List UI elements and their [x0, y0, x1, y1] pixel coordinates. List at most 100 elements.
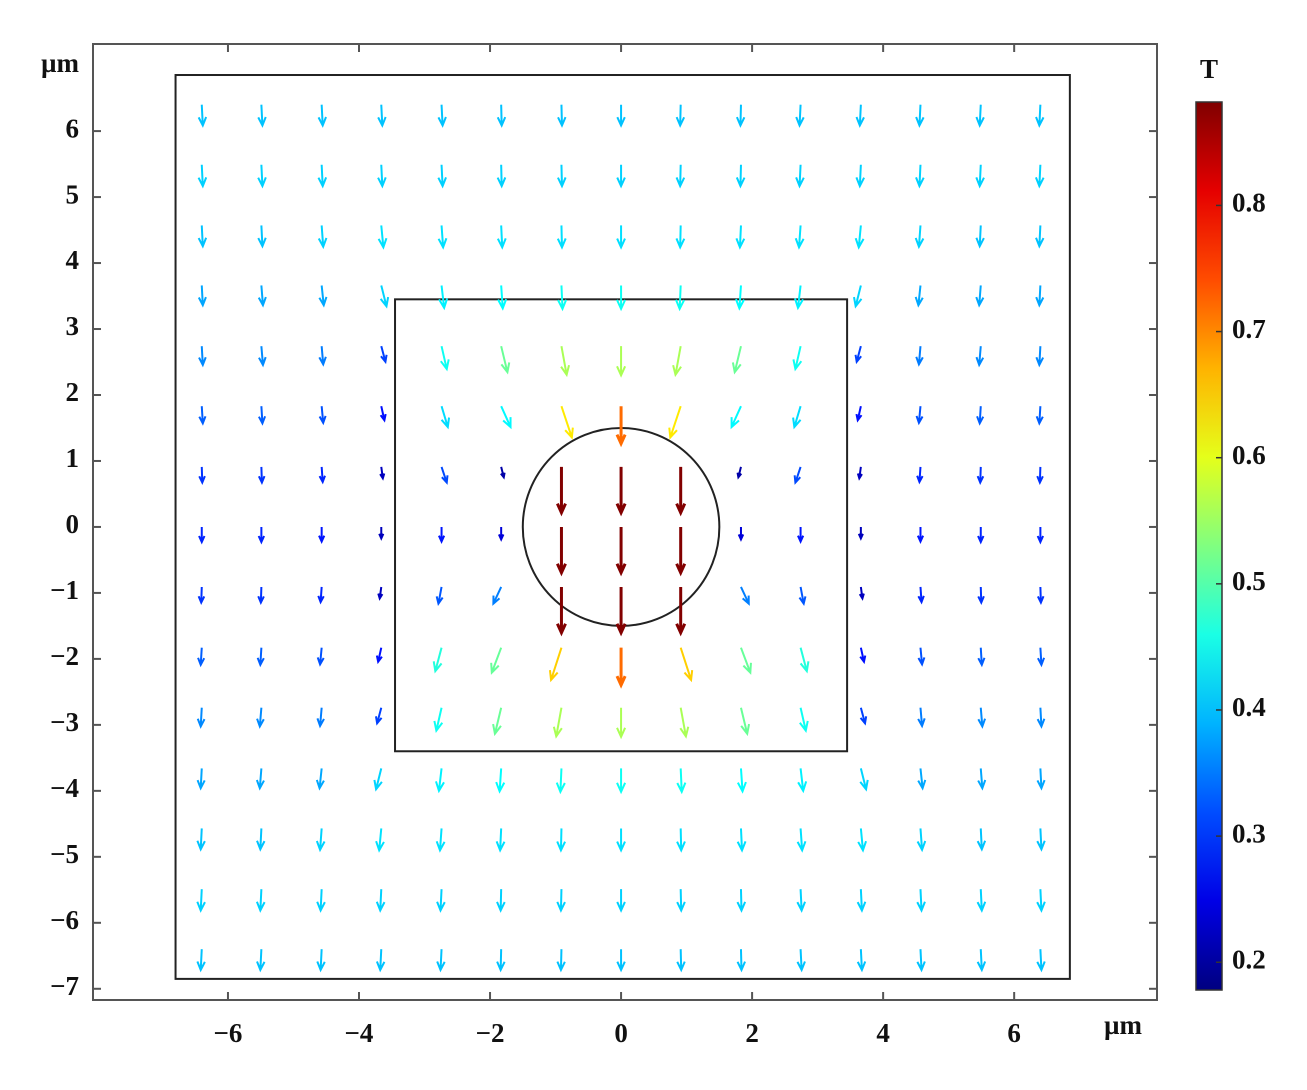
field-arrow	[375, 889, 386, 913]
field-arrow	[256, 949, 266, 973]
field-arrow	[1036, 707, 1046, 729]
field-arrow	[616, 768, 627, 795]
field-arrow	[196, 828, 206, 852]
field-arrow	[257, 466, 266, 485]
field-arrow	[380, 345, 388, 365]
field-arrow	[495, 828, 506, 853]
field-arrow	[799, 707, 809, 733]
field-arrow	[736, 949, 746, 973]
field-arrow	[435, 828, 446, 853]
field-arrow	[257, 526, 266, 545]
field-arrow	[1035, 406, 1044, 426]
field-arrow	[1035, 104, 1045, 128]
field-arrow	[317, 586, 325, 605]
field-arrow	[256, 707, 265, 729]
field-arrow	[679, 707, 690, 739]
y-tick-label: −5	[50, 839, 79, 869]
field-arrow	[916, 526, 925, 544]
field-arrow	[916, 949, 926, 973]
field-arrow	[375, 647, 383, 665]
x-tick-label: −2	[476, 1018, 505, 1048]
field-arrow	[736, 828, 747, 853]
field-arrow	[1036, 526, 1045, 545]
field-arrow	[917, 768, 927, 791]
field-arrow	[1036, 768, 1046, 791]
field-arrow	[917, 707, 926, 729]
field-arrow	[737, 526, 745, 542]
field-arrow	[975, 104, 985, 128]
field-arrow	[615, 466, 627, 517]
field-arrow	[855, 164, 865, 189]
y-tick-label: 5	[66, 179, 80, 209]
colorbar	[1195, 101, 1223, 991]
field-arrow	[977, 526, 985, 545]
field-arrow	[197, 285, 207, 308]
field-arrow	[498, 526, 505, 542]
field-arrow	[615, 526, 627, 577]
y-tick-label: 4	[66, 245, 80, 275]
field-arrow	[500, 405, 512, 430]
field-arrow	[257, 285, 267, 308]
field-arrow	[798, 586, 807, 607]
field-arrow	[375, 828, 385, 853]
field-arrow	[616, 828, 626, 853]
field-arrow	[672, 345, 682, 378]
field-arrow	[615, 586, 627, 637]
field-arrow	[316, 949, 326, 973]
x-tick-label: 2	[745, 1018, 759, 1048]
field-arrow	[378, 526, 385, 541]
field-arrow	[197, 164, 208, 189]
field-arrow	[556, 828, 566, 853]
field-arrow	[915, 104, 925, 128]
field-arrow	[315, 768, 325, 791]
field-arrow	[977, 707, 987, 729]
colorbar-tick-label: 0.5	[1232, 566, 1266, 596]
field-arrow	[976, 949, 987, 973]
field-arrow	[916, 889, 926, 913]
field-arrow	[915, 164, 925, 189]
field-arrow	[796, 828, 807, 853]
field-arrow	[317, 104, 327, 128]
field-arrow	[739, 707, 751, 737]
field-arrow	[317, 164, 328, 189]
field-arrow	[977, 647, 986, 668]
field-arrow	[616, 346, 627, 378]
field-arrow	[853, 285, 863, 309]
field-arrow	[373, 768, 383, 792]
field-arrow	[495, 768, 506, 794]
colorbar-tick-label: 0.6	[1232, 440, 1266, 470]
y-tick-label: −3	[50, 707, 79, 737]
colorbar-tick-label: 0.8	[1232, 188, 1266, 218]
field-arrow	[318, 285, 328, 308]
field-arrow	[496, 104, 507, 128]
field-arrow	[792, 345, 803, 372]
field-arrow	[855, 104, 865, 128]
field-arrow	[555, 768, 566, 795]
field-arrow	[196, 949, 206, 973]
field-arrow	[740, 586, 750, 606]
y-tick-label: −6	[50, 905, 79, 935]
field-arrow	[258, 406, 267, 426]
field-arrow	[316, 889, 326, 913]
field-arrow	[255, 889, 266, 913]
field-arrow	[375, 949, 386, 973]
field-arrow	[735, 164, 746, 189]
colorbar-tick-label: 0.7	[1232, 314, 1266, 344]
field-arrow	[675, 466, 687, 517]
field-arrow	[855, 405, 863, 423]
field-arrow	[1036, 586, 1045, 606]
field-arrow	[492, 586, 503, 606]
field-arrow	[976, 406, 985, 426]
field-arrow	[256, 647, 265, 668]
field-arrow	[1035, 225, 1045, 249]
field-arrow	[1035, 346, 1045, 368]
colorbar-tick-label: 0.4	[1232, 692, 1266, 722]
field-arrow	[377, 586, 384, 601]
field-arrow	[675, 164, 686, 189]
field-arrow	[859, 647, 867, 665]
field-arrow	[856, 949, 867, 973]
field-arrow	[556, 526, 567, 577]
y-tick-label: 3	[66, 311, 80, 341]
field-arrow	[679, 647, 694, 683]
field-arrow	[676, 768, 687, 795]
